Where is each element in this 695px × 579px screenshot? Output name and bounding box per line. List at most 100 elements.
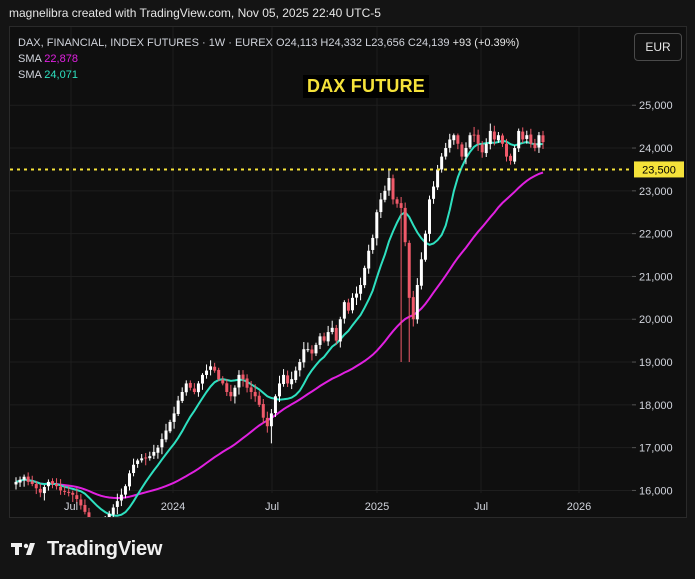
sma-slow-label: SMA <box>18 53 42 65</box>
candle <box>509 153 513 165</box>
candle-body <box>326 332 330 342</box>
level-price-tag <box>634 161 684 178</box>
x-tick-label: 2025 <box>365 501 389 513</box>
candle <box>387 170 391 196</box>
low-label: L <box>365 37 372 49</box>
candle-body <box>184 383 188 393</box>
y-tick-label: 20,000 <box>639 314 673 326</box>
time-axis[interactable]: Jul 2024 Jul 2025 Jul 2026 <box>64 501 591 513</box>
sma-fast-value: 24,071 <box>44 69 78 81</box>
currency-button[interactable]: EUR <box>634 33 682 61</box>
open-value: 24,113 <box>284 37 318 49</box>
y-tick-label: 23,000 <box>639 186 673 198</box>
x-tick-label: Jul <box>474 501 488 513</box>
price-chart[interactable]: 23,500 16,000 17,000 18,000 19,000 20,000 21,… <box>10 27 687 518</box>
candle-body <box>83 504 87 512</box>
candle <box>484 138 488 158</box>
symbol-label: DAX, FINANCIAL, INDEX FUTURES · 1W · EUR… <box>18 37 273 49</box>
candle-body <box>359 285 363 294</box>
candle <box>107 510 111 517</box>
price-axis[interactable]: 16,000 17,000 18,000 19,000 20,000 21,000 22,0… <box>632 100 673 497</box>
candle <box>541 130 545 149</box>
candle-body <box>42 487 46 494</box>
candle <box>213 362 217 373</box>
candle-body <box>427 199 431 234</box>
candle-body <box>136 460 140 464</box>
candle-body <box>314 344 318 354</box>
candle <box>261 398 265 424</box>
candle-body <box>379 199 383 213</box>
candle-body <box>67 491 71 493</box>
candle-body <box>168 421 172 432</box>
candle <box>306 342 310 353</box>
candle-body <box>196 383 200 393</box>
candle <box>488 123 492 150</box>
candle-body <box>176 400 180 415</box>
low-value: 23,656 <box>371 37 405 49</box>
candle <box>87 507 91 517</box>
candle-body <box>488 130 492 145</box>
candle-body <box>55 483 59 487</box>
sma-slow-row[interactable]: SMA 22,878 <box>18 51 519 67</box>
level-line: 23,500 <box>10 161 684 178</box>
candle <box>152 444 156 459</box>
candle <box>444 142 448 160</box>
candle <box>456 133 460 150</box>
candle <box>221 376 225 386</box>
candle-body <box>172 413 176 422</box>
sma-fast-label: SMA <box>18 69 42 81</box>
candle-body <box>509 155 513 161</box>
candle <box>525 130 529 144</box>
candle-body <box>355 293 359 298</box>
candle-body <box>318 336 322 345</box>
tradingview-logo-icon <box>11 543 35 555</box>
candle <box>245 374 249 393</box>
candle-body <box>107 513 111 517</box>
candle <box>294 366 298 383</box>
candle <box>273 394 277 417</box>
candle-body <box>237 374 241 388</box>
candle <box>427 195 431 242</box>
sma-fast-row[interactable]: SMA 24,071 <box>18 67 519 83</box>
candle-body <box>71 492 75 495</box>
candle <box>55 478 59 490</box>
candle <box>359 277 363 301</box>
candle-body <box>456 135 460 144</box>
candle-body <box>200 374 204 384</box>
chart-panel[interactable]: 23,500 16,000 17,000 18,000 19,000 20,000 21,… <box>9 26 687 518</box>
candle-body <box>38 488 42 493</box>
candle <box>286 370 290 388</box>
candle-body <box>330 327 334 332</box>
candle <box>472 126 476 142</box>
candle <box>464 142 468 165</box>
candle <box>132 458 136 477</box>
candle-body <box>87 512 91 517</box>
candle-body <box>75 495 79 499</box>
candle <box>505 138 509 162</box>
candle-body <box>371 237 375 250</box>
candle-body <box>484 143 488 154</box>
candle <box>476 129 480 151</box>
candle <box>148 451 152 461</box>
candle <box>407 240 411 363</box>
candle-body <box>432 186 436 199</box>
candle-body <box>14 481 18 485</box>
candle-body <box>505 143 509 157</box>
candle <box>123 484 127 499</box>
candle-body <box>423 233 427 260</box>
candle <box>338 316 342 348</box>
candle <box>253 384 257 402</box>
tradingview-logo[interactable]: TradingView <box>11 537 162 561</box>
candle <box>500 133 504 148</box>
candle <box>415 278 419 324</box>
candle-body <box>152 451 156 456</box>
candle-body <box>525 135 529 139</box>
candle-body <box>460 144 464 157</box>
candle <box>326 325 330 346</box>
candle-body <box>119 494 123 501</box>
candle-body <box>464 148 468 157</box>
candle-body <box>257 395 261 405</box>
candle-body <box>164 430 168 440</box>
candle-body <box>342 302 346 319</box>
candle-body <box>221 379 225 384</box>
